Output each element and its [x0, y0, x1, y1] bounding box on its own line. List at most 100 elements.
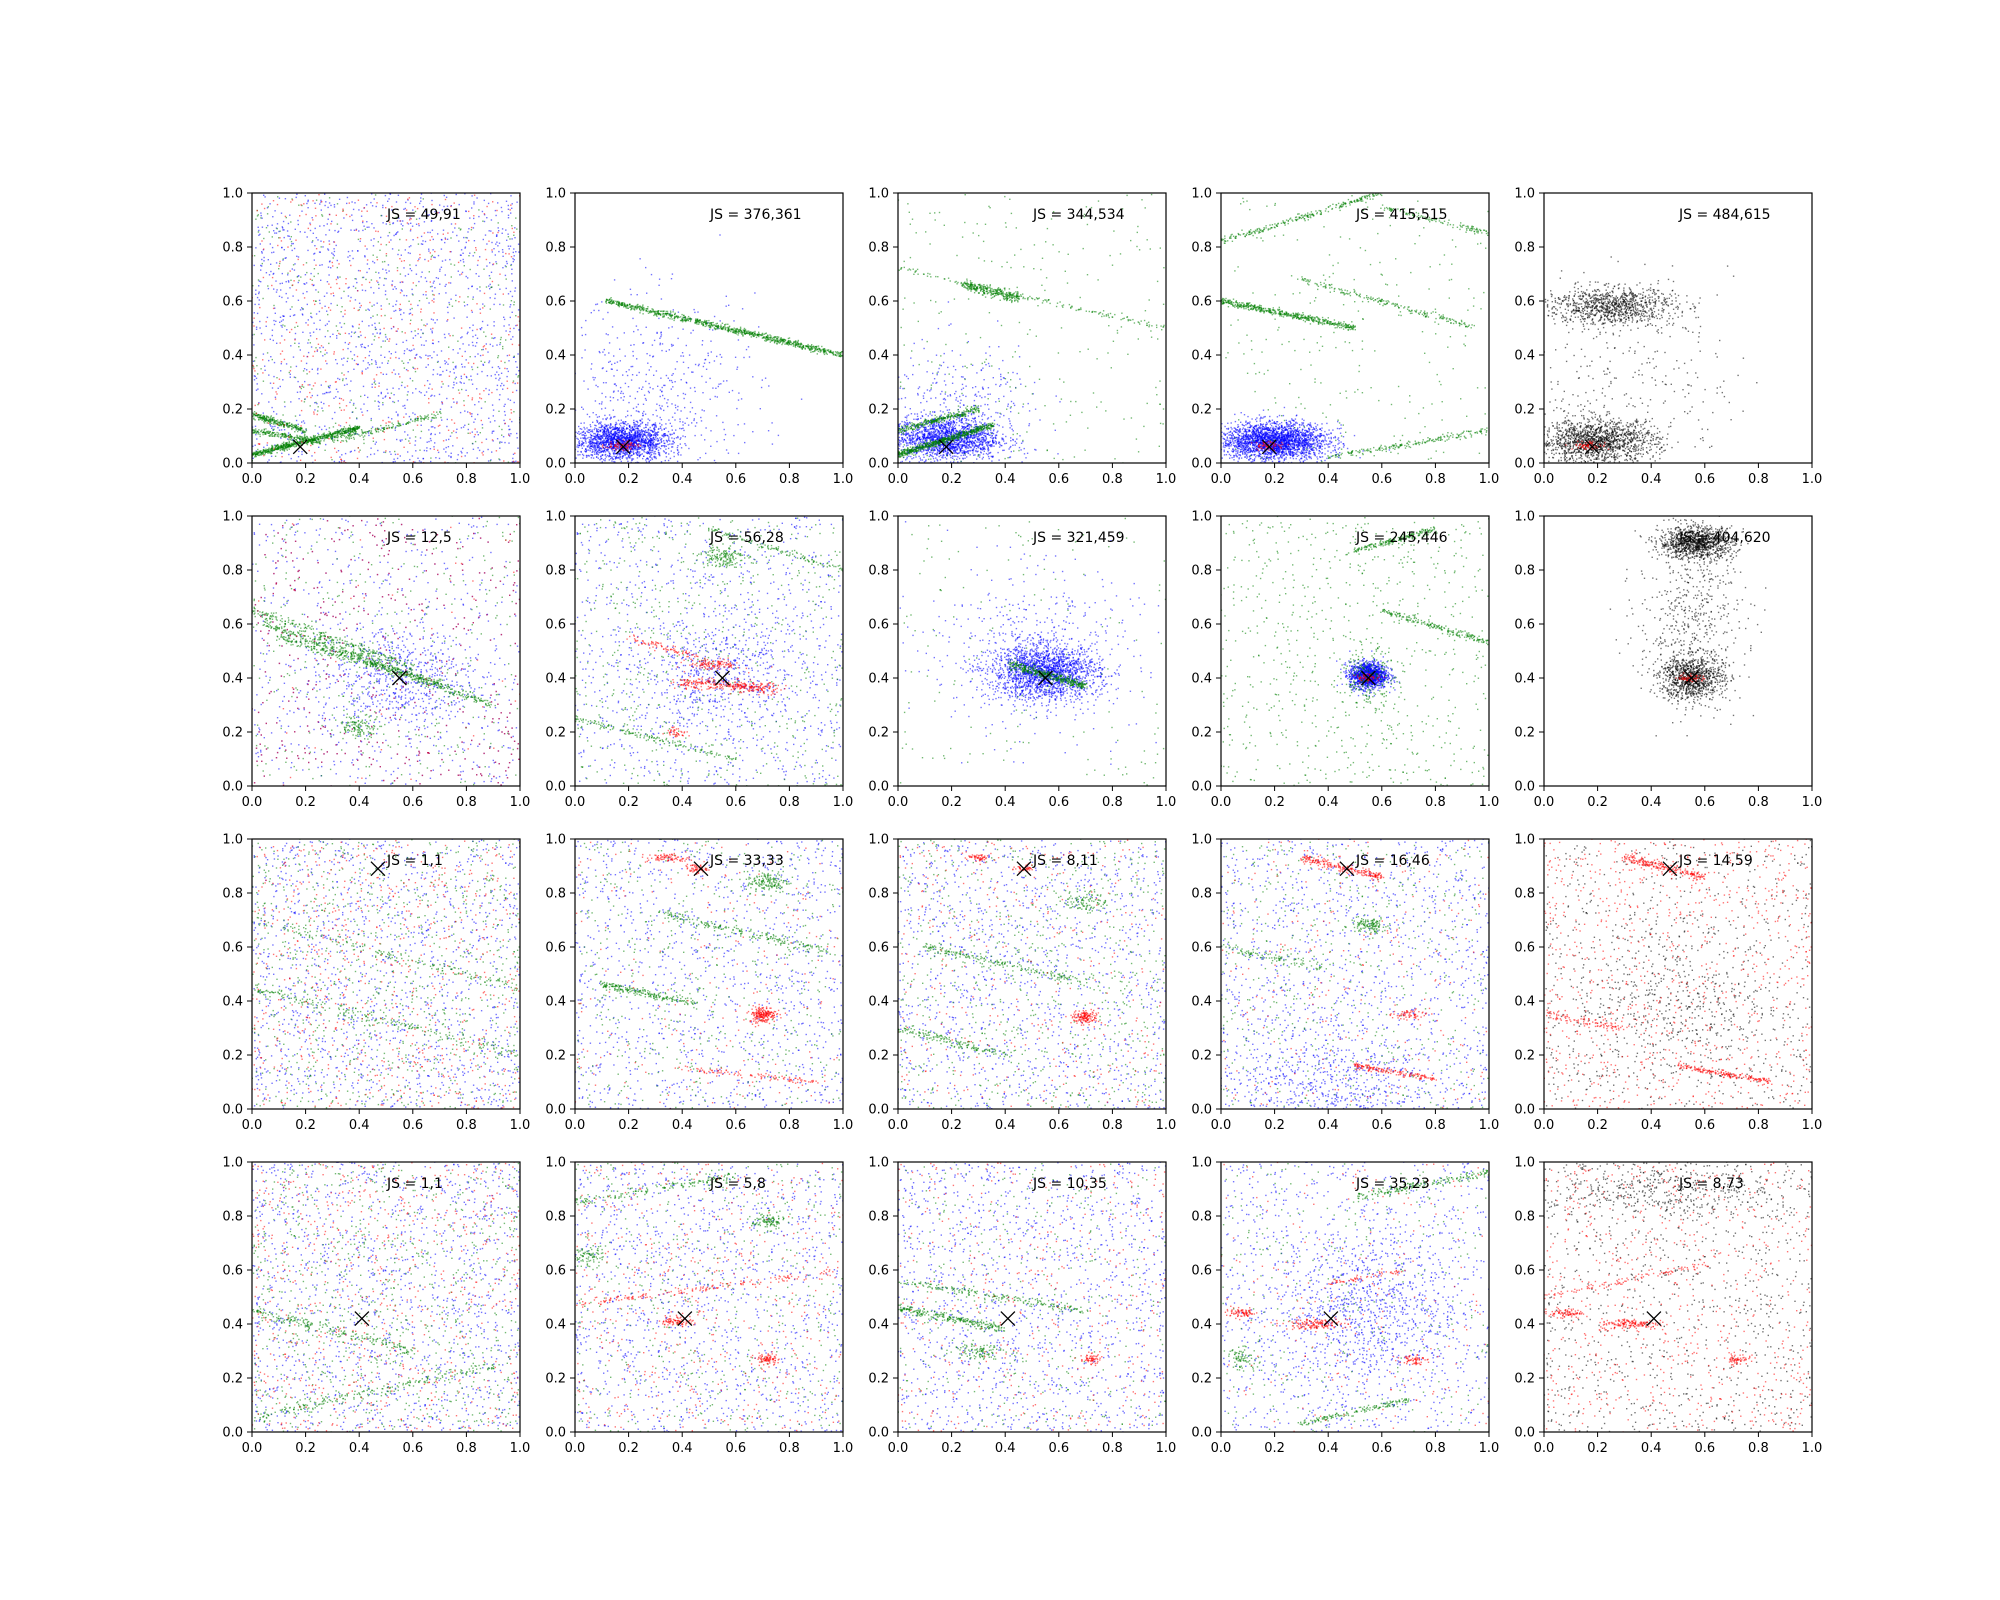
y-tick-label: 0.6 [1191, 941, 1212, 956]
x-tick-label: 0.6 [402, 1441, 423, 1456]
subplot-5: 0.0 0.2 0.4 0.6 0.8 1.00.00.20.40.60.81.0JS =… [1514, 187, 1822, 488]
scatter-points [574, 838, 843, 1109]
series-green [1220, 516, 1489, 787]
x-tick-label: 0.6 [1371, 472, 1392, 487]
scatter-points [1610, 516, 1767, 737]
x-tick-label: 0.6 [1371, 795, 1392, 810]
js-annotation: JS = 321,459 [1032, 530, 1125, 546]
series-black [1543, 1161, 1812, 1432]
scatter-points [251, 1161, 520, 1432]
y-tick-label: 0.6 [1514, 1264, 1535, 1279]
js-annotation: JS = 49,91 [386, 207, 461, 223]
y-tick-label: 0.0 [1514, 780, 1535, 795]
y-tick-label: 0.8 [222, 241, 243, 256]
y-tick-label: 0.2 [222, 1372, 243, 1387]
y-tick-label: 0.2 [222, 403, 243, 418]
js-annotation: JS = 14,59 [1678, 853, 1753, 869]
y-tick-label: 1.0 [868, 510, 889, 525]
x-tick-label: 0.6 [1048, 472, 1069, 487]
series-blue [574, 838, 843, 1109]
y-tick-label: 0.8 [1191, 564, 1212, 579]
subplot-8: 0.0 0.2 0.4 0.6 0.8 1.00.00.20.40.60.81.0JS =… [868, 510, 1176, 811]
series-blue [897, 840, 1166, 1110]
y-tick-label: 0.2 [868, 1049, 889, 1064]
y-tick-label: 0.8 [222, 887, 243, 902]
ticks: 0.0 0.2 0.4 0.6 0.8 1.00.00.20.40.60.81.0 [1191, 833, 1499, 1134]
y-tick-label: 0.8 [868, 1210, 889, 1225]
x-tick-label: 0.2 [1587, 472, 1608, 487]
x-tick-label: 0.8 [779, 472, 800, 487]
axes-frame [1544, 516, 1812, 786]
x-tick-label: 0.0 [1534, 795, 1555, 810]
x-tick-label: 0.0 [242, 795, 263, 810]
y-tick-label: 0.0 [868, 457, 889, 472]
y-tick-label: 0.6 [222, 295, 243, 310]
y-tick-label: 0.4 [1514, 995, 1535, 1010]
x-tick-label: 0.4 [672, 1118, 693, 1133]
series-red [1543, 1163, 1812, 1433]
y-tick-label: 0.0 [1191, 780, 1212, 795]
x-tick-label: 0.4 [995, 795, 1016, 810]
x-tick-label: 0.4 [349, 1118, 370, 1133]
series-green [1221, 841, 1490, 1109]
x-tick-label: 1.0 [1156, 1441, 1177, 1456]
x-tick-label: 0.0 [242, 1441, 263, 1456]
y-tick-label: 1.0 [545, 510, 566, 525]
y-tick-label: 0.2 [1514, 1049, 1535, 1064]
js-annotation: JS = 404,620 [1678, 530, 1771, 546]
y-tick-label: 1.0 [222, 187, 243, 202]
x-marker [1001, 1312, 1015, 1326]
x-tick-label: 0.2 [618, 472, 639, 487]
y-tick-label: 0.4 [868, 1318, 889, 1333]
series-blue [251, 1161, 520, 1432]
scatter-points [1220, 193, 1488, 464]
x-tick-label: 0.2 [1264, 795, 1285, 810]
x-tick-label: 0.4 [672, 472, 693, 487]
x-tick-label: 0.4 [349, 472, 370, 487]
x-tick-label: 1.0 [510, 795, 531, 810]
js-annotation: JS = 344,534 [1032, 207, 1125, 223]
y-tick-label: 0.6 [222, 1264, 243, 1279]
axes-frame [1544, 839, 1812, 1109]
y-tick-label: 0.4 [1191, 1318, 1212, 1333]
y-tick-label: 0.2 [1514, 403, 1535, 418]
y-tick-label: 0.0 [545, 1426, 566, 1441]
y-tick-label: 0.4 [222, 672, 243, 687]
y-tick-label: 0.8 [1514, 241, 1535, 256]
x-tick-label: 0.4 [672, 795, 693, 810]
x-tick-label: 0.2 [941, 1118, 962, 1133]
x-tick-label: 0.8 [1748, 795, 1769, 810]
subplot-4: 0.0 0.2 0.4 0.6 0.8 1.00.00.20.40.60.81.0JS =… [1191, 187, 1499, 488]
x-tick-label: 0.8 [1748, 472, 1769, 487]
x-tick-label: 0.8 [456, 1441, 477, 1456]
y-tick-label: 0.0 [868, 1103, 889, 1118]
y-tick-label: 0.2 [545, 403, 566, 418]
x-tick-label: 1.0 [1802, 795, 1823, 810]
x-tick-label: 0.6 [1694, 1118, 1715, 1133]
x-tick-label: 0.4 [1641, 472, 1662, 487]
subplot-13: 0.0 0.2 0.4 0.6 0.8 1.00.00.20.40.60.81.0JS =… [868, 833, 1176, 1134]
y-tick-label: 0.2 [1191, 1372, 1212, 1387]
y-tick-label: 0.4 [1191, 349, 1212, 364]
y-tick-label: 0.0 [1514, 1426, 1535, 1441]
y-tick-label: 0.4 [222, 349, 243, 364]
x-tick-label: 0.8 [1425, 795, 1446, 810]
series-red [575, 842, 843, 1110]
y-tick-label: 1.0 [868, 1156, 889, 1171]
series-red [1222, 838, 1490, 1108]
y-tick-label: 0.4 [222, 995, 243, 1010]
x-tick-label: 0.6 [1694, 472, 1715, 487]
y-tick-label: 0.8 [545, 1210, 566, 1225]
x-tick-label: 0.2 [295, 472, 316, 487]
axes-frame [1544, 193, 1812, 463]
x-tick-label: 0.0 [565, 1118, 586, 1133]
x-tick-label: 0.0 [1211, 1118, 1232, 1133]
x-tick-label: 0.4 [349, 1441, 370, 1456]
y-tick-label: 0.2 [868, 726, 889, 741]
x-tick-label: 0.0 [888, 1441, 909, 1456]
x-tick-label: 0.4 [995, 472, 1016, 487]
series-blue [900, 521, 1160, 765]
y-tick-label: 0.6 [1514, 618, 1535, 633]
scatter-points [251, 838, 520, 1109]
